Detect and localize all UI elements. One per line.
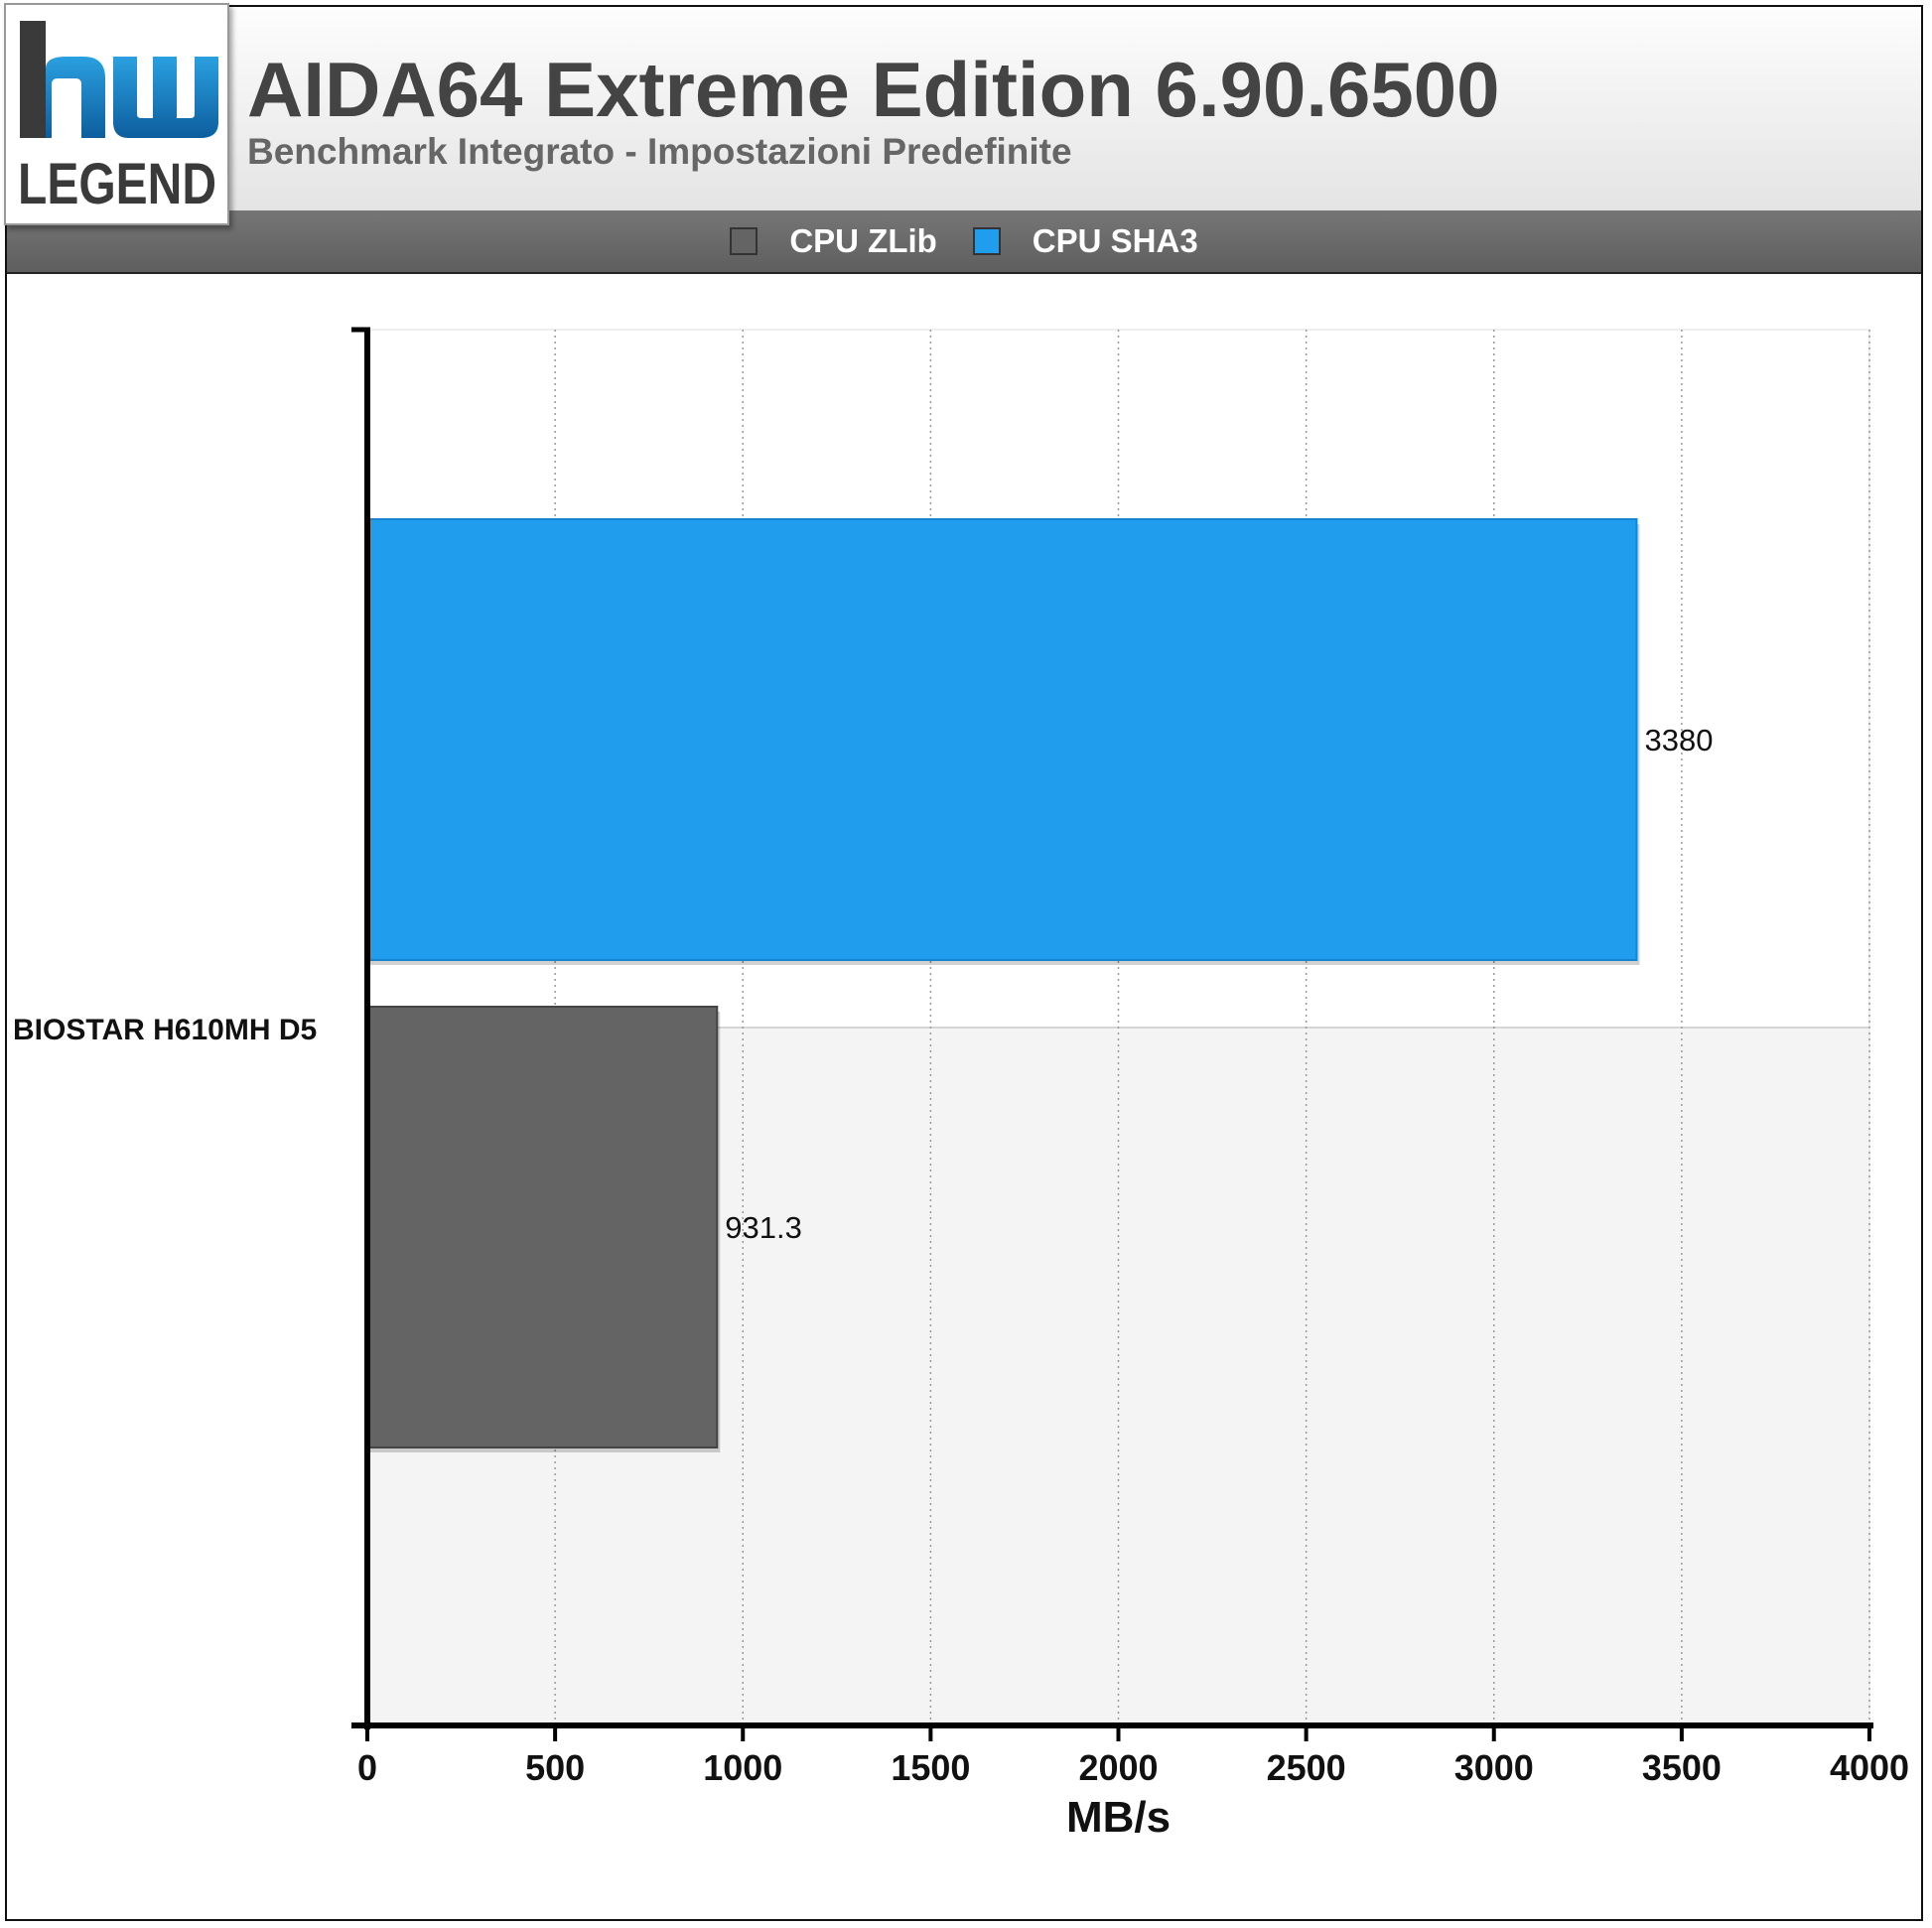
legend-label-zlib: CPU ZLib	[789, 222, 937, 259]
legend-swatch-sha3	[972, 227, 1001, 255]
bar-cpu-sha3	[366, 518, 1638, 961]
x-tick-label: 1000	[703, 1747, 782, 1788]
logo-text: LEGEND	[18, 152, 216, 216]
legend-item-zlib: CPU ZLib	[730, 222, 937, 260]
legend-label-sha3: CPU SHA3	[1032, 222, 1198, 259]
site-logo: LEGEND	[4, 3, 229, 225]
category-label: BIOSTAR H610MH D5	[13, 1014, 317, 1046]
x-tick-label: 1500	[891, 1747, 970, 1788]
x-tick-label: 500	[525, 1747, 585, 1788]
x-axis-title: MB/s	[1066, 1793, 1171, 1842]
bar-value-label: 3380	[1644, 723, 1713, 757]
x-tick-label: 0	[357, 1747, 377, 1788]
x-tick-label: 4000	[1830, 1747, 1909, 1788]
legend-swatch-zlib	[730, 227, 759, 255]
x-tick-label: 3500	[1642, 1747, 1722, 1788]
chart-header: AIDA64 Extreme Edition 6.90.6500 Benchma…	[7, 7, 1921, 212]
legend: CPU ZLib CPU SHA3	[7, 210, 1921, 274]
chart-subtitle: Benchmark Integrato - Impostazioni Prede…	[247, 131, 1072, 172]
x-tick-label: 3000	[1454, 1747, 1534, 1788]
x-tick-label: 2500	[1267, 1747, 1346, 1788]
bar-cpu-zlib	[366, 1006, 719, 1448]
x-tick-label: 2000	[1078, 1747, 1158, 1788]
hwlegend-logo-icon: LEGEND	[18, 21, 218, 216]
bar-value-label: 931.3	[725, 1210, 802, 1245]
chart-title: AIDA64 Extreme Edition 6.90.6500	[247, 46, 1500, 133]
legend-item-sha3: CPU SHA3	[972, 222, 1198, 260]
